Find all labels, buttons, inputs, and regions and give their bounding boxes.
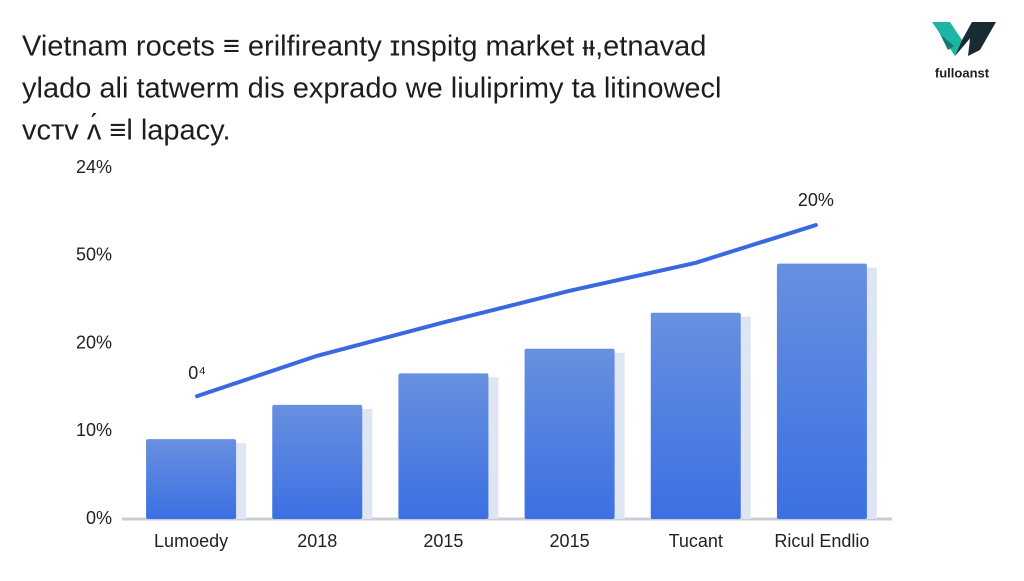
line <box>195 223 818 399</box>
x-tick-label: 2015 <box>423 531 463 551</box>
bar <box>524 348 615 519</box>
x-tick-label: 2018 <box>297 531 337 551</box>
logo <box>932 22 996 56</box>
x-tick-label: Ricul Endlio <box>774 531 869 551</box>
x-tick-label: Lumoedy <box>154 531 228 551</box>
title-line: ylado ali tatwerm dis exprado we liulipr… <box>22 73 722 105</box>
bar <box>272 404 363 519</box>
bar <box>398 373 489 519</box>
x-tick-label: Tucant <box>669 531 723 551</box>
y-tick-label: 50% <box>76 245 112 265</box>
y-tick-label: 20% <box>76 332 112 352</box>
annotation: 20% <box>798 190 834 210</box>
y-tick-label: 0% <box>86 508 112 528</box>
x-tick-label: 2015 <box>550 531 590 551</box>
brand: fulloanst <box>935 65 990 80</box>
bar <box>776 263 867 519</box>
y-tick-label: 24% <box>76 157 112 177</box>
title-line: vᴄᴛv ʌ́ ≡l lapacy. <box>22 113 231 147</box>
title-line: Vietnam rocets ≡ erilfireanty ɪnspitg ma… <box>22 31 706 63</box>
bar <box>650 312 741 519</box>
y-tick-label: 10% <box>76 420 112 440</box>
annotation: 0⁴ <box>188 363 206 383</box>
bar <box>146 439 237 519</box>
